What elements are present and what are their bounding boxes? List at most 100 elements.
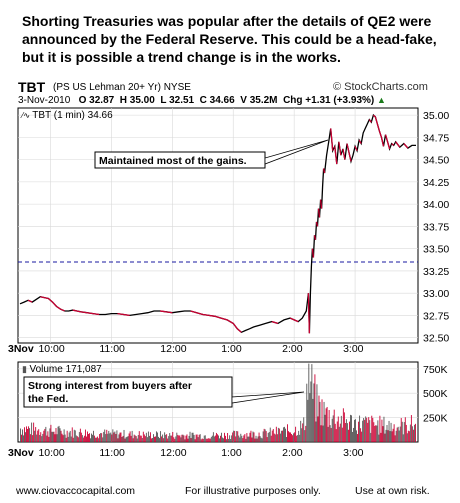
- price-down-segment: [386, 141, 391, 150]
- volume-bar: [329, 425, 331, 442]
- volume-bar: [188, 435, 190, 442]
- volume-bar: [367, 422, 369, 442]
- volume-bar: [135, 436, 137, 442]
- volume-bar: [373, 422, 375, 442]
- price-down-segment: [313, 235, 317, 240]
- volume-bar: [380, 432, 382, 442]
- volume-bar: [410, 415, 412, 442]
- volume-bar: [69, 430, 71, 442]
- volume-bar: [270, 435, 272, 442]
- volume-y-axis: 250K 500K 750K: [423, 364, 448, 425]
- price-down-segment: [322, 168, 326, 174]
- volume-bar: [36, 434, 38, 442]
- price-legend: ⁄∿ TBT (1 min) 34.66: [20, 110, 113, 121]
- volume-bar: [134, 435, 136, 442]
- volume-bar: [375, 425, 377, 442]
- volume-bar: [293, 433, 295, 442]
- volume-bar: [158, 436, 159, 442]
- volume-bar: [356, 430, 357, 442]
- volume-bar: [180, 437, 182, 442]
- price-down-segment: [354, 146, 358, 151]
- price-down-segment: [86, 312, 94, 315]
- volume-bar: [192, 432, 194, 442]
- x-axis-date-label: 3Nov: [8, 447, 34, 459]
- volume-bar: [142, 431, 144, 442]
- volume-bar: [277, 427, 279, 442]
- volume-bar: [290, 432, 291, 442]
- price-down-segment: [395, 141, 401, 148]
- volume-bar: [272, 429, 274, 442]
- quote-date: 3-Nov-2010: [18, 95, 71, 106]
- price-down-segment: [378, 130, 383, 138]
- volume-bar: [100, 433, 102, 442]
- volume-bar: [32, 435, 34, 442]
- price-down-segment: [44, 296, 49, 300]
- volume-bar: [46, 435, 48, 442]
- volume-bar: [147, 431, 149, 442]
- volume-bar: [157, 432, 158, 442]
- price-down-segment: [93, 312, 100, 316]
- up-arrow-icon: ▲: [377, 95, 386, 105]
- volume-bar: [363, 417, 365, 442]
- volume-bar: [50, 424, 52, 442]
- volume-bar: [47, 431, 49, 442]
- volume-bar: [379, 415, 381, 442]
- volume-bar: [304, 430, 306, 442]
- volume-bar: [110, 432, 112, 442]
- quote-volume: V 35.2M: [240, 95, 278, 106]
- volume-annotation-line-1: Strong interest from buyers after: [28, 380, 192, 392]
- volume-bar: [21, 434, 22, 442]
- volume-bar: [211, 435, 213, 442]
- volume-bar: [98, 438, 100, 442]
- volume-bar: [310, 381, 312, 442]
- price-down-segment: [226, 319, 234, 324]
- volume-bar: [143, 434, 145, 442]
- volume-bar: [112, 429, 114, 442]
- volume-bar: [406, 433, 408, 442]
- volume-bar: [235, 436, 237, 442]
- volume-bar: [285, 428, 286, 442]
- volume-legend: ▮ Volume 171,087: [22, 364, 102, 375]
- volume-bar: [87, 431, 88, 442]
- price-panel-frame: [17, 107, 419, 344]
- x-axis-time-label: 12:00: [160, 343, 186, 355]
- volume-bar: [105, 434, 107, 442]
- price-down-segment: [117, 312, 124, 316]
- volume-bar: [45, 426, 47, 442]
- volume-bar: [361, 431, 363, 442]
- volume-bar: [284, 426, 285, 442]
- volume-y-tick-label: 250K: [423, 413, 448, 425]
- volume-bar: [297, 435, 299, 442]
- volume-bar: [362, 420, 364, 442]
- quote-open: O 32.87: [78, 95, 115, 106]
- price-down-segment: [376, 123, 381, 132]
- volume-bar: [83, 435, 85, 442]
- volume-bar: [26, 426, 27, 442]
- volume-bar: [233, 430, 235, 442]
- volume-bar: [315, 421, 317, 442]
- volume-bar: [397, 426, 399, 442]
- volume-bar: [351, 415, 352, 442]
- volume-bar: [106, 429, 108, 442]
- volume-bar: [282, 427, 284, 442]
- volume-bar: [97, 436, 99, 442]
- volume-bar: [136, 438, 138, 442]
- volume-bar: [25, 432, 26, 442]
- volume-bar: [387, 430, 389, 442]
- volume-bar: [206, 438, 208, 442]
- volume-bar: [412, 429, 414, 442]
- volume-bar: [146, 437, 148, 442]
- volume-bar: [169, 433, 171, 442]
- volume-bar: [84, 429, 86, 442]
- volume-bar: [274, 434, 276, 442]
- volume-bar: [292, 435, 294, 442]
- volume-bar: [68, 432, 70, 442]
- volume-bar: [128, 433, 130, 442]
- volume-bar: [411, 426, 413, 442]
- volume-bar: [365, 416, 367, 442]
- volume-bar: [227, 433, 229, 442]
- volume-bar: [34, 430, 36, 442]
- volume-bar: [205, 438, 207, 442]
- volume-bar: [378, 434, 380, 442]
